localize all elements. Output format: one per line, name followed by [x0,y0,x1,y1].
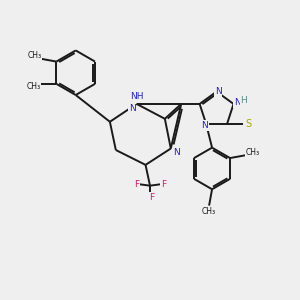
Text: CH₃: CH₃ [245,148,260,157]
Text: NH: NH [130,92,143,101]
Text: CH₃: CH₃ [202,207,216,216]
Text: N: N [215,87,221,96]
Text: S: S [246,119,252,129]
Text: F: F [161,180,166,189]
Text: N: N [173,148,180,158]
Text: N: N [129,104,136,113]
Text: F: F [134,180,139,189]
Text: CH₃: CH₃ [26,82,40,91]
Text: CH₃: CH₃ [28,51,42,60]
Text: F: F [149,193,154,202]
Text: H: H [241,96,247,105]
Text: N: N [201,121,208,130]
Text: N: N [234,98,241,107]
